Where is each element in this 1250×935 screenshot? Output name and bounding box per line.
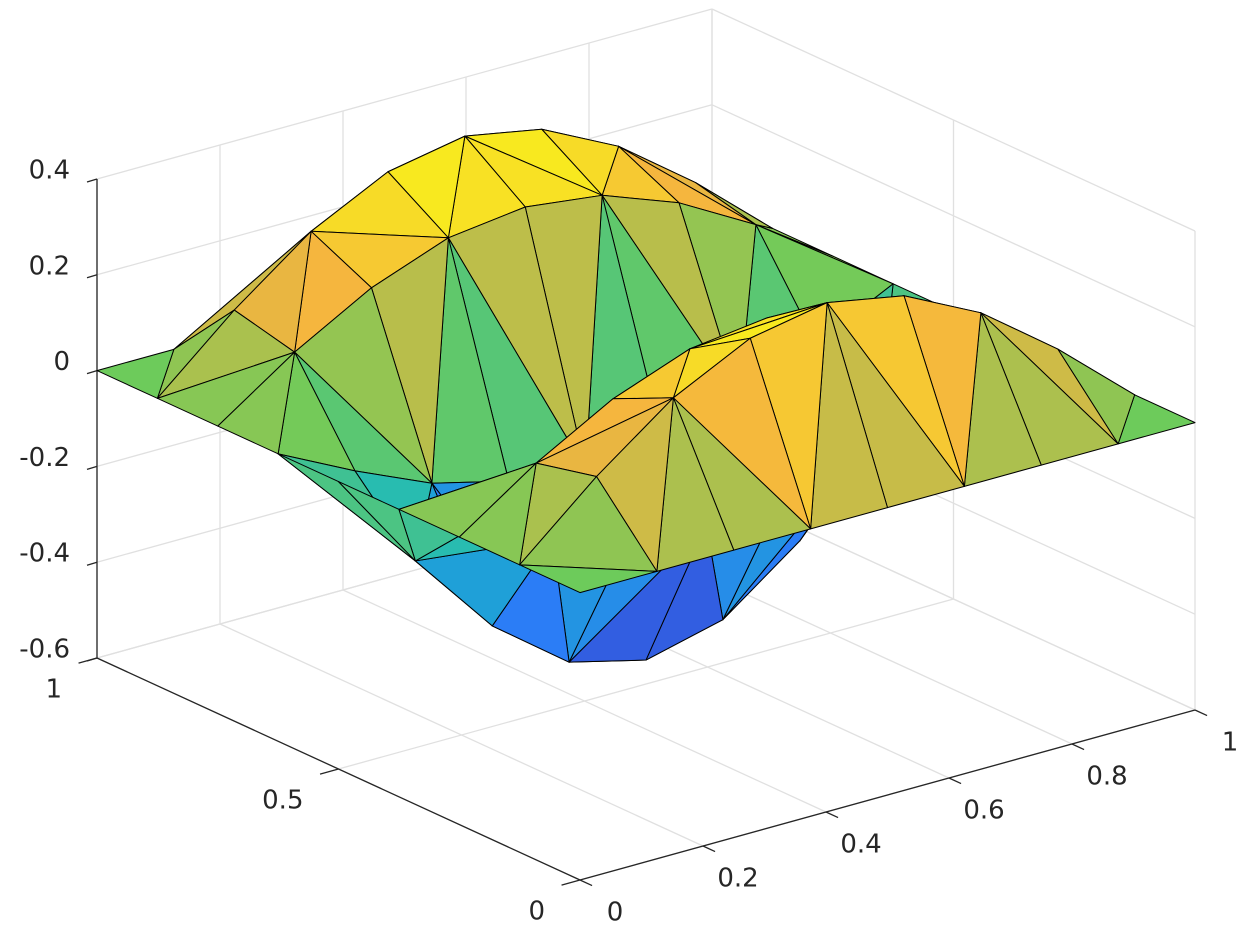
x-tick-label: 0.6 [963, 796, 1004, 826]
tick-mark [702, 845, 716, 853]
surface-face [458, 462, 537, 566]
z-tick-label: -0.6 [19, 635, 70, 665]
grid-line [711, 8, 1196, 232]
tick-mark [561, 879, 581, 886]
x-tick-label: 0 [607, 898, 624, 928]
tick-mark [825, 811, 839, 819]
tick-mark [86, 369, 98, 375]
surface-face [519, 564, 658, 594]
z-tick-label: -0.4 [19, 539, 70, 569]
surface-face [338, 481, 416, 562]
tick-mark [1071, 743, 1085, 751]
grid-line [711, 104, 1196, 328]
surface-face [96, 348, 175, 399]
tick-mark [86, 561, 98, 566]
x-axis [579, 709, 1196, 881]
x-tick-label: 0.4 [840, 830, 881, 860]
x-tick-label: 1 [1222, 728, 1239, 758]
z-tick-label: -0.2 [19, 443, 70, 473]
z-tick-label: 0.4 [29, 156, 70, 186]
surface-face [217, 351, 296, 455]
y-tick-label: 0.5 [262, 786, 303, 816]
grid-line [338, 598, 954, 770]
tick-mark [86, 178, 98, 183]
tick-mark [1194, 709, 1208, 717]
tick-mark [86, 274, 98, 279]
tick-mark [86, 657, 98, 662]
tick-mark [319, 768, 339, 775]
x-tick-label: 0.8 [1086, 762, 1127, 792]
tick-mark [579, 879, 593, 887]
z-tick-label: 0 [53, 347, 70, 377]
tick-mark [948, 777, 962, 785]
x-tick-label: 0.2 [717, 864, 758, 894]
tick-mark [86, 465, 98, 471]
z-tick-label: 0.2 [29, 251, 70, 281]
y-tick-label: 0 [528, 897, 545, 927]
grid-line [96, 8, 713, 180]
y-tick-label: 1 [45, 675, 62, 705]
